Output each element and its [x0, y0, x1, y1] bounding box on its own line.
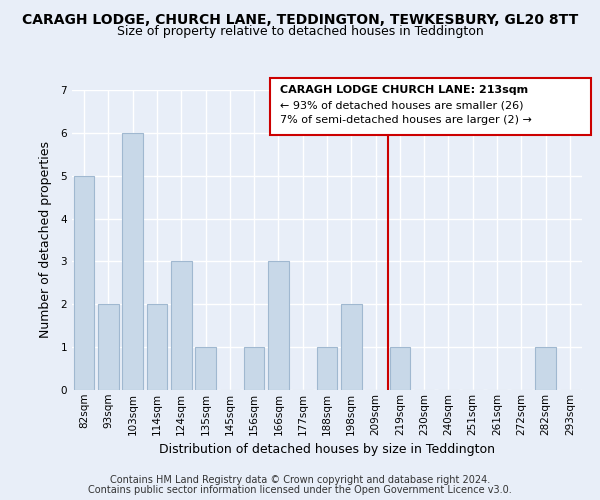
Text: Contains public sector information licensed under the Open Government Licence v3: Contains public sector information licen… [88, 485, 512, 495]
Bar [341, 304, 362, 390]
Bar [244, 347, 265, 390]
Bar [98, 304, 119, 390]
Bar [74, 176, 94, 390]
Y-axis label: Number of detached properties: Number of detached properties [39, 142, 52, 338]
Bar [535, 347, 556, 390]
Bar [195, 347, 216, 390]
Bar [171, 262, 191, 390]
Bar [268, 262, 289, 390]
Bar [317, 347, 337, 390]
Text: CARAGH LODGE CHURCH LANE: 213sqm: CARAGH LODGE CHURCH LANE: 213sqm [280, 85, 529, 95]
Bar [146, 304, 167, 390]
X-axis label: Distribution of detached houses by size in Teddington: Distribution of detached houses by size … [159, 443, 495, 456]
Text: Contains HM Land Registry data © Crown copyright and database right 2024.: Contains HM Land Registry data © Crown c… [110, 475, 490, 485]
Bar [122, 133, 143, 390]
Bar [389, 347, 410, 390]
Text: ← 93% of detached houses are smaller (26): ← 93% of detached houses are smaller (26… [280, 100, 524, 110]
Text: 7% of semi-detached houses are larger (2) →: 7% of semi-detached houses are larger (2… [280, 115, 532, 125]
Text: CARAGH LODGE, CHURCH LANE, TEDDINGTON, TEWKESBURY, GL20 8TT: CARAGH LODGE, CHURCH LANE, TEDDINGTON, T… [22, 12, 578, 26]
Text: Size of property relative to detached houses in Teddington: Size of property relative to detached ho… [116, 25, 484, 38]
